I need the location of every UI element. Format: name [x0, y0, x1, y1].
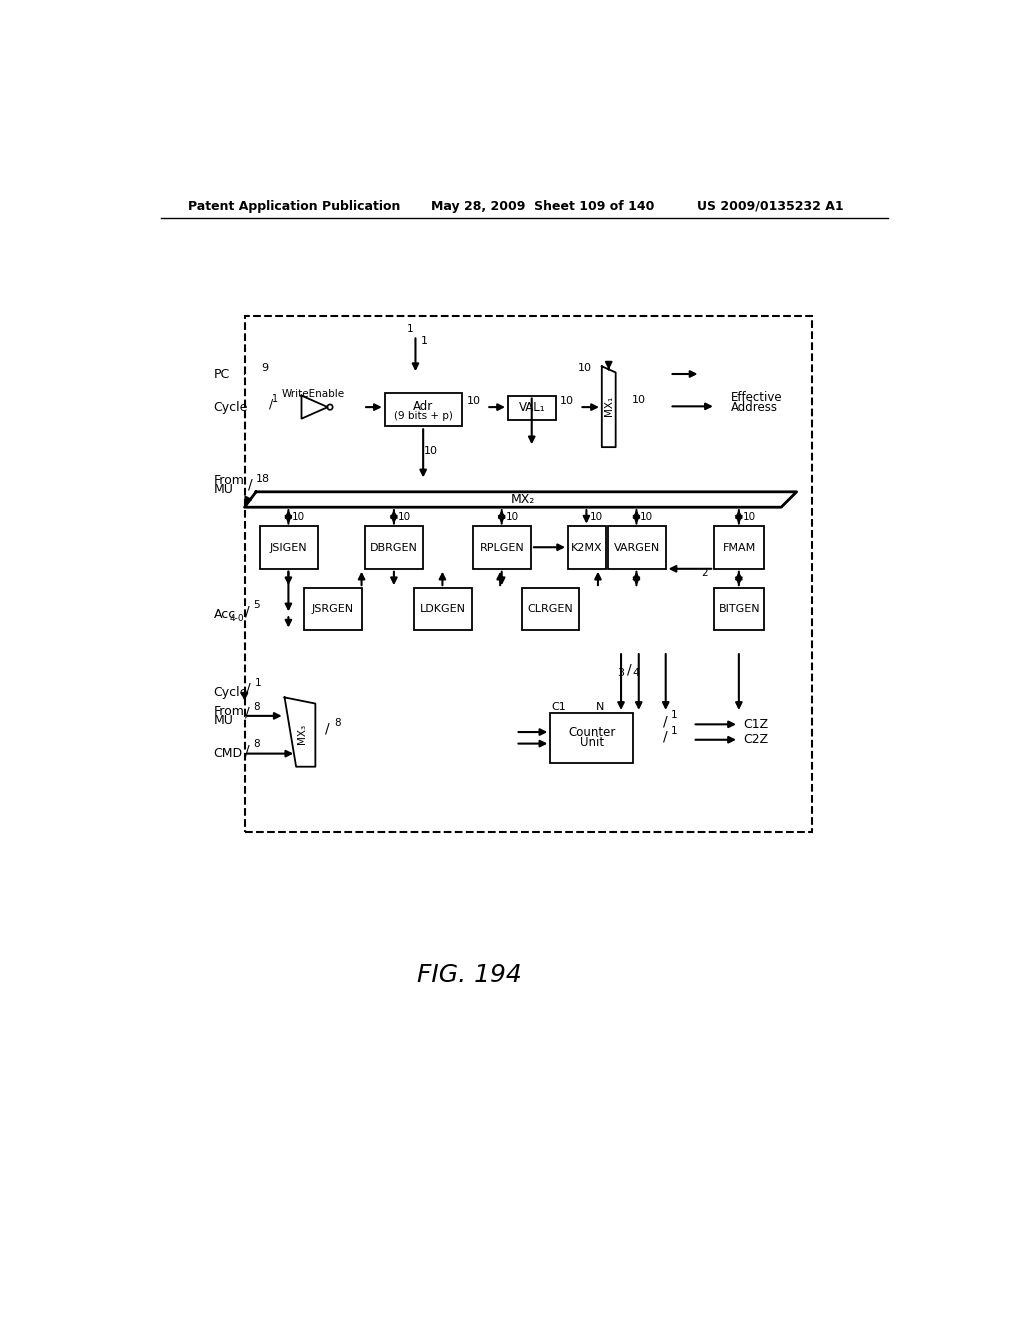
- Bar: [550, 713, 634, 763]
- Text: 3: 3: [617, 668, 625, 677]
- Text: 10: 10: [292, 512, 305, 523]
- Text: 10: 10: [467, 396, 481, 407]
- Text: /: /: [245, 743, 249, 758]
- Text: JSIGEN: JSIGEN: [270, 543, 307, 553]
- Text: Adr: Adr: [413, 400, 433, 413]
- Text: /: /: [663, 714, 668, 729]
- Text: 2: 2: [701, 568, 708, 578]
- Text: 10: 10: [506, 512, 519, 523]
- Text: From: From: [214, 705, 245, 718]
- Text: RPLGEN: RPLGEN: [479, 543, 524, 553]
- Text: MU: MU: [214, 714, 233, 727]
- Text: 10: 10: [397, 512, 411, 523]
- Text: 1: 1: [421, 335, 428, 346]
- Text: MX₂: MX₂: [511, 492, 536, 506]
- Text: VARGEN: VARGEN: [613, 543, 659, 553]
- Text: 1: 1: [671, 710, 677, 721]
- Bar: [414, 589, 472, 631]
- Text: VAL₁: VAL₁: [518, 400, 545, 413]
- Text: 10: 10: [578, 363, 592, 372]
- Text: CMD: CMD: [214, 747, 243, 760]
- Text: N: N: [596, 702, 604, 713]
- Text: Unit: Unit: [580, 735, 604, 748]
- Bar: [508, 396, 556, 420]
- Text: /: /: [245, 605, 249, 618]
- Text: 8: 8: [253, 702, 260, 711]
- Text: 8: 8: [253, 739, 260, 750]
- Text: Cycle: Cycle: [214, 400, 248, 413]
- Bar: [473, 527, 531, 569]
- Text: /: /: [268, 397, 272, 411]
- Text: Patent Application Publication: Patent Application Publication: [188, 199, 400, 213]
- Text: Acc: Acc: [214, 607, 236, 620]
- Text: FMAM: FMAM: [723, 543, 756, 553]
- Text: /: /: [326, 722, 330, 737]
- Bar: [608, 527, 666, 569]
- Bar: [366, 527, 423, 569]
- Text: /: /: [628, 663, 632, 677]
- Bar: [385, 393, 462, 426]
- Bar: [304, 589, 361, 631]
- Bar: [260, 527, 317, 569]
- Bar: [568, 527, 606, 569]
- Text: C1Z: C1Z: [743, 718, 769, 731]
- Text: 4: 4: [632, 668, 639, 677]
- Text: 5: 5: [253, 601, 260, 610]
- Text: 1: 1: [272, 393, 279, 404]
- Text: Counter: Counter: [568, 726, 615, 739]
- Polygon shape: [602, 367, 615, 447]
- Text: MX₃: MX₃: [297, 725, 306, 744]
- Text: 18: 18: [256, 474, 270, 483]
- Text: BITGEN: BITGEN: [719, 605, 760, 614]
- Text: 1: 1: [255, 677, 261, 688]
- Text: MX₁: MX₁: [604, 396, 613, 417]
- Text: WriteEnable: WriteEnable: [282, 389, 345, 399]
- Polygon shape: [301, 396, 328, 418]
- Text: MU: MU: [214, 483, 233, 496]
- Text: May 28, 2009  Sheet 109 of 140: May 28, 2009 Sheet 109 of 140: [431, 199, 654, 213]
- Text: 10: 10: [640, 512, 653, 523]
- Text: From: From: [214, 474, 245, 487]
- Text: 4-0: 4-0: [229, 614, 244, 623]
- Bar: [521, 589, 580, 631]
- Text: C1: C1: [551, 702, 566, 713]
- Text: Effective: Effective: [731, 391, 782, 404]
- Bar: [714, 527, 764, 569]
- Text: 9: 9: [262, 363, 269, 372]
- Text: 1: 1: [407, 325, 414, 334]
- Text: 10: 10: [632, 395, 646, 405]
- Text: (9 bits + p): (9 bits + p): [393, 411, 453, 421]
- Text: 10: 10: [742, 512, 756, 523]
- Text: Address: Address: [731, 400, 778, 413]
- Bar: [714, 589, 764, 631]
- Text: FIG. 194: FIG. 194: [417, 962, 522, 986]
- Text: 1: 1: [671, 726, 677, 735]
- Text: 8: 8: [334, 718, 340, 727]
- Text: LDKGEN: LDKGEN: [420, 605, 466, 614]
- Text: CLRGEN: CLRGEN: [527, 605, 573, 614]
- Text: K2MX: K2MX: [571, 543, 603, 553]
- Text: 10: 10: [424, 446, 438, 455]
- Text: Cycle: Cycle: [214, 685, 248, 698]
- Text: /: /: [663, 730, 668, 743]
- Text: JSRGEN: JSRGEN: [311, 605, 353, 614]
- Text: /: /: [248, 478, 252, 492]
- Text: /: /: [245, 706, 249, 719]
- Text: C2Z: C2Z: [743, 733, 769, 746]
- Text: /: /: [246, 681, 251, 696]
- Text: DBRGEN: DBRGEN: [371, 543, 418, 553]
- Text: PC: PC: [214, 367, 230, 380]
- Polygon shape: [285, 697, 315, 767]
- Text: 10: 10: [590, 512, 603, 523]
- Polygon shape: [245, 492, 797, 507]
- Text: US 2009/0135232 A1: US 2009/0135232 A1: [696, 199, 843, 213]
- Bar: [245, 317, 812, 832]
- Text: 10: 10: [559, 396, 573, 407]
